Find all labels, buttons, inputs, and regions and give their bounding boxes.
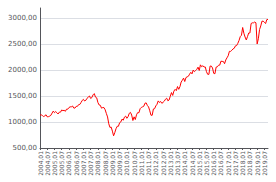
- svg-text:2012,01: 2012,01: [152, 151, 159, 176]
- svg-text:1000,00: 1000,00: [8, 118, 37, 126]
- svg-text:2006,07: 2006,07: [73, 151, 80, 176]
- svg-text:2008,07: 2008,07: [102, 151, 109, 176]
- svg-text:2017,01: 2017,01: [225, 151, 232, 176]
- svg-text:2019,07: 2019,07: [261, 151, 268, 176]
- svg-text:2015,01: 2015,01: [196, 151, 203, 176]
- svg-text:2008,01: 2008,01: [94, 151, 101, 176]
- svg-text:500,00: 500,00: [13, 144, 38, 152]
- svg-text:2006,01: 2006,01: [65, 151, 72, 176]
- svg-text:2011,07: 2011,07: [145, 151, 152, 176]
- svg-text:3000,00: 3000,00: [8, 14, 37, 22]
- svg-text:2010,07: 2010,07: [131, 151, 138, 176]
- svg-text:2015,07: 2015,07: [203, 151, 210, 176]
- svg-text:2018,07: 2018,07: [246, 151, 253, 176]
- svg-text:2014,07: 2014,07: [189, 151, 196, 176]
- svg-text:2017,07: 2017,07: [232, 151, 239, 176]
- svg-text:2004,01: 2004,01: [37, 151, 44, 176]
- svg-text:2019,01: 2019,01: [254, 151, 261, 176]
- svg-text:2018,01: 2018,01: [239, 151, 246, 176]
- svg-text:2007,07: 2007,07: [87, 151, 94, 176]
- svg-text:2007,01: 2007,01: [80, 151, 87, 176]
- svg-text:2014,01: 2014,01: [181, 151, 188, 176]
- svg-text:2012,07: 2012,07: [160, 151, 167, 176]
- svg-text:2005,01: 2005,01: [51, 151, 58, 176]
- svg-text:1500,00: 1500,00: [8, 92, 37, 100]
- svg-text:2005,07: 2005,07: [58, 151, 65, 176]
- svg-text:2013,01: 2013,01: [167, 151, 174, 176]
- svg-text:2500,00: 2500,00: [8, 40, 37, 48]
- svg-text:2009,01: 2009,01: [109, 151, 116, 176]
- svg-text:2000,00: 2000,00: [8, 66, 37, 74]
- svg-text:2004,07: 2004,07: [44, 151, 51, 176]
- svg-text:2016,01: 2016,01: [210, 151, 217, 176]
- svg-text:2013,07: 2013,07: [174, 151, 181, 176]
- svg-text:2016,07: 2016,07: [217, 151, 224, 176]
- svg-text:2011,01: 2011,01: [138, 151, 145, 176]
- svg-text:2009,07: 2009,07: [116, 151, 123, 176]
- svg-text:2010,01: 2010,01: [123, 151, 130, 176]
